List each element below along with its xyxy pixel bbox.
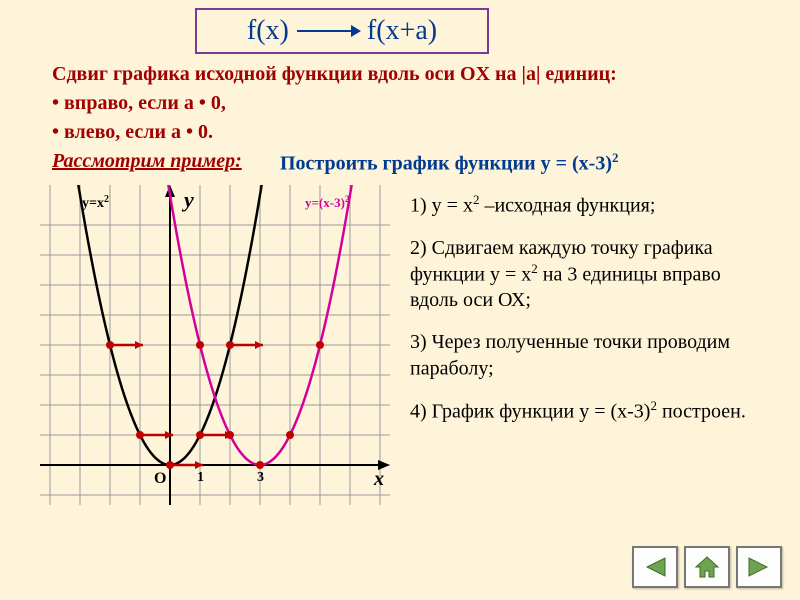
example-task: Построить график функции y = (x-3)2: [280, 150, 618, 176]
step-4: 4) График функции y = (x-3)2 построен.: [410, 398, 770, 425]
chart-area: y x O 1 3 y=x2 y=(x-3)2: [40, 185, 390, 505]
nav-home-button[interactable]: [684, 546, 730, 588]
triangle-right-icon: [747, 556, 771, 578]
desc-bullet2: • влево, если а • 0.: [52, 118, 752, 147]
svg-text:y=x2: y=x2: [82, 194, 109, 212]
home-icon: [694, 555, 720, 579]
svg-text:1: 1: [197, 470, 204, 485]
triangle-left-icon: [643, 556, 667, 578]
nav-buttons: [632, 546, 782, 588]
desc-bullet1: • вправо, если а • 0,: [52, 89, 752, 118]
title-rhs: f(x+a): [367, 15, 437, 47]
desc-line1: Сдвиг графика исходной функции вдоль оси…: [52, 60, 752, 89]
description-block: Сдвиг графика исходной функции вдоль оси…: [52, 60, 752, 147]
nav-next-button[interactable]: [736, 546, 782, 588]
svg-text:O: O: [154, 470, 166, 487]
title-lhs: f(x): [247, 15, 289, 47]
svg-text:x: x: [373, 468, 384, 490]
step-3: 3) Через полученные точки проводим параб…: [410, 329, 770, 382]
nav-prev-button[interactable]: [632, 546, 678, 588]
title-formula-box: f(x) f(x+a): [195, 8, 489, 54]
arrow-right-icon: [295, 22, 361, 40]
svg-text:3: 3: [257, 470, 264, 485]
svg-text:y: y: [181, 187, 194, 212]
step-2: 2) Сдвигаем каждую точку графика функции…: [410, 235, 770, 314]
step-1: 1) y = x2 –исходная функция;: [410, 192, 770, 219]
example-label: Рассмотрим пример:: [52, 150, 242, 173]
steps-block: 1) y = x2 –исходная функция; 2) Сдвигаем…: [410, 192, 770, 441]
svg-text:y=(x-3)2: y=(x-3)2: [305, 194, 350, 210]
